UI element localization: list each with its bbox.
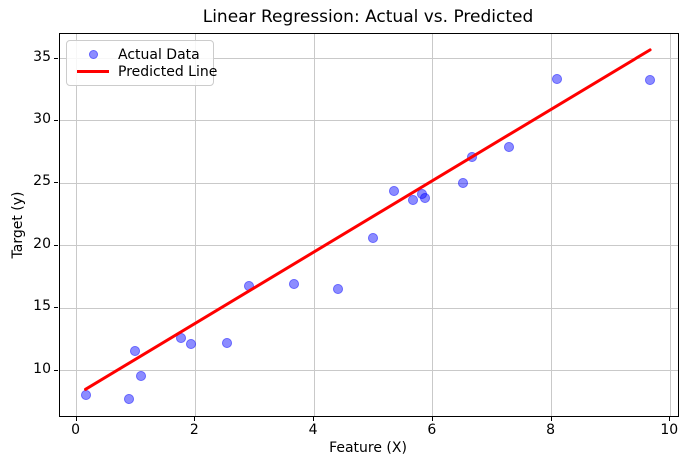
y-tick-label: 20 (33, 235, 51, 252)
x-tick-label: 4 (308, 422, 318, 438)
scatter-point (467, 151, 477, 162)
x-gridline (551, 34, 553, 416)
y-gridline (60, 120, 678, 122)
predicted-line (84, 48, 652, 391)
x-tick-label: 2 (189, 422, 199, 438)
scatter-point (551, 74, 562, 85)
legend-label-actual-data: Actual Data (118, 46, 200, 63)
line-marker-icon (77, 70, 109, 73)
x-tick-mark (550, 417, 552, 421)
y-tick-mark (54, 307, 58, 309)
legend-marker-cell (75, 70, 111, 73)
scatter-point (388, 185, 399, 196)
x-tick-label: 6 (427, 422, 437, 438)
y-gridline (60, 307, 678, 309)
x-tick-mark (313, 417, 315, 421)
scatter-point (130, 346, 141, 357)
x-gridline (76, 34, 78, 416)
scatter-point (185, 339, 196, 350)
legend-item-predicted-line: Predicted Line (75, 63, 217, 80)
y-tick-label: 10 (33, 360, 51, 377)
scatter-point (243, 280, 254, 291)
scatter-point (333, 283, 344, 294)
y-tick-mark (54, 369, 58, 371)
y-tick-label: 15 (33, 298, 51, 315)
scatter-marker-icon (88, 50, 98, 59)
scatter-point (80, 389, 91, 400)
y-gridline (60, 245, 678, 247)
scatter-point (503, 142, 514, 153)
scatter-point (420, 192, 431, 203)
x-tick-mark (194, 417, 196, 421)
x-tick-label: 10 (660, 422, 679, 438)
x-tick-label: 0 (71, 422, 81, 438)
x-tick-mark (431, 417, 433, 421)
y-tick-mark (54, 182, 58, 184)
chart-title: Linear Regression: Actual vs. Predicted (202, 7, 534, 27)
x-gridline (432, 34, 434, 416)
x-tick-mark (669, 417, 671, 421)
y-tick-label: 35 (33, 48, 51, 65)
scatter-point (368, 233, 379, 244)
x-gridline (669, 34, 671, 416)
predicted-line-layer (84, 48, 652, 391)
y-gridline (60, 370, 678, 372)
scatter-point (135, 370, 146, 381)
scatter-point (123, 394, 134, 405)
y-gridline (60, 182, 678, 184)
x-tick-mark (75, 417, 77, 421)
plot-area: Actual Data Predicted Line (59, 33, 679, 417)
x-axis-label: Feature (X) (329, 440, 407, 456)
y-tick-mark (54, 244, 58, 246)
x-tick-label: 8 (546, 422, 555, 438)
y-tick-label: 30 (33, 110, 51, 127)
legend-marker-cell (75, 50, 111, 59)
legend: Actual Data Predicted Line (66, 40, 217, 86)
y-tick-mark (54, 57, 58, 59)
scatter-point (645, 74, 656, 85)
scatter-point (176, 333, 187, 344)
scatter-point (407, 195, 418, 206)
y-tick-label: 25 (33, 173, 51, 190)
scatter-point (288, 279, 299, 290)
x-gridline (194, 34, 196, 416)
scatter-point (457, 178, 468, 189)
x-gridline (313, 34, 315, 416)
legend-item-actual-data: Actual Data (75, 46, 207, 63)
y-tick-mark (54, 119, 58, 121)
scatter-point (222, 338, 233, 349)
legend-label-predicted-line: Predicted Line (118, 63, 218, 80)
